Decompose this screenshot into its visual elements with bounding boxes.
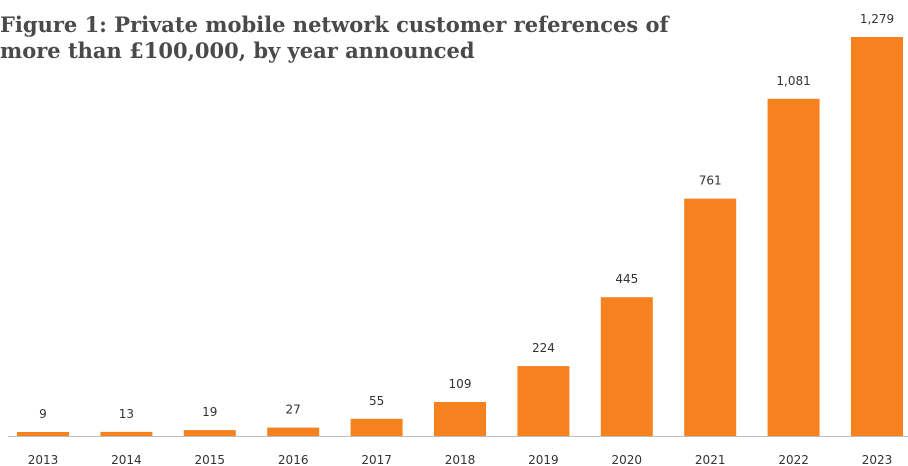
value-label-2014: 13 — [119, 407, 134, 421]
bar-2018 — [434, 402, 486, 436]
bars-group — [17, 37, 903, 437]
x-tick-labels-group: 2013 2014 2015 2016 2017 2018 2019 2020 2021 2022… — [28, 453, 893, 466]
bar-2017 — [350, 418, 403, 436]
value-label-2018: 109 — [449, 377, 472, 391]
value-label-2013: 9 — [39, 407, 47, 421]
value-label-2015: 19 — [202, 405, 217, 419]
bar-2016 — [267, 427, 320, 436]
x-tick-label-2016: 2016 — [278, 453, 309, 466]
value-label-2021: 761 — [699, 174, 722, 188]
value-label-2023: 1,279 — [860, 12, 894, 26]
value-label-2022: 1,081 — [776, 74, 810, 88]
value-label-2017: 55 — [369, 394, 384, 408]
bar-2015 — [183, 430, 236, 436]
x-tick-label-2013: 2013 — [28, 453, 59, 466]
x-tick-label-2017: 2017 — [361, 453, 392, 466]
x-tick-label-2018: 2018 — [445, 453, 476, 466]
x-tick-label-2014: 2014 — [111, 453, 142, 466]
x-tick-label-2023: 2023 — [862, 453, 893, 466]
bar-2013 — [17, 432, 69, 436]
value-label-2016: 27 — [286, 403, 301, 417]
bar-2020 — [600, 297, 653, 436]
chart-title: Figure 1: Private mobile network custome… — [0, 12, 669, 63]
x-tick-label-2021: 2021 — [695, 453, 726, 466]
value-labels-group: 9 13 19 27 55 109 224 445 761 1,081 1,279 — [39, 12, 894, 421]
bar-2023 — [851, 37, 903, 436]
x-tick-label-2022: 2022 — [778, 453, 809, 466]
value-label-2019: 224 — [532, 341, 555, 355]
x-tick-label-2015: 2015 — [195, 453, 226, 466]
bar-2021 — [684, 198, 737, 436]
bar-2014 — [100, 431, 153, 436]
value-label-2020: 445 — [615, 272, 638, 286]
bar-2019 — [517, 366, 570, 436]
x-tick-label-2020: 2020 — [612, 453, 643, 466]
x-tick-label-2019: 2019 — [528, 453, 559, 466]
bar-2022 — [767, 98, 820, 437]
